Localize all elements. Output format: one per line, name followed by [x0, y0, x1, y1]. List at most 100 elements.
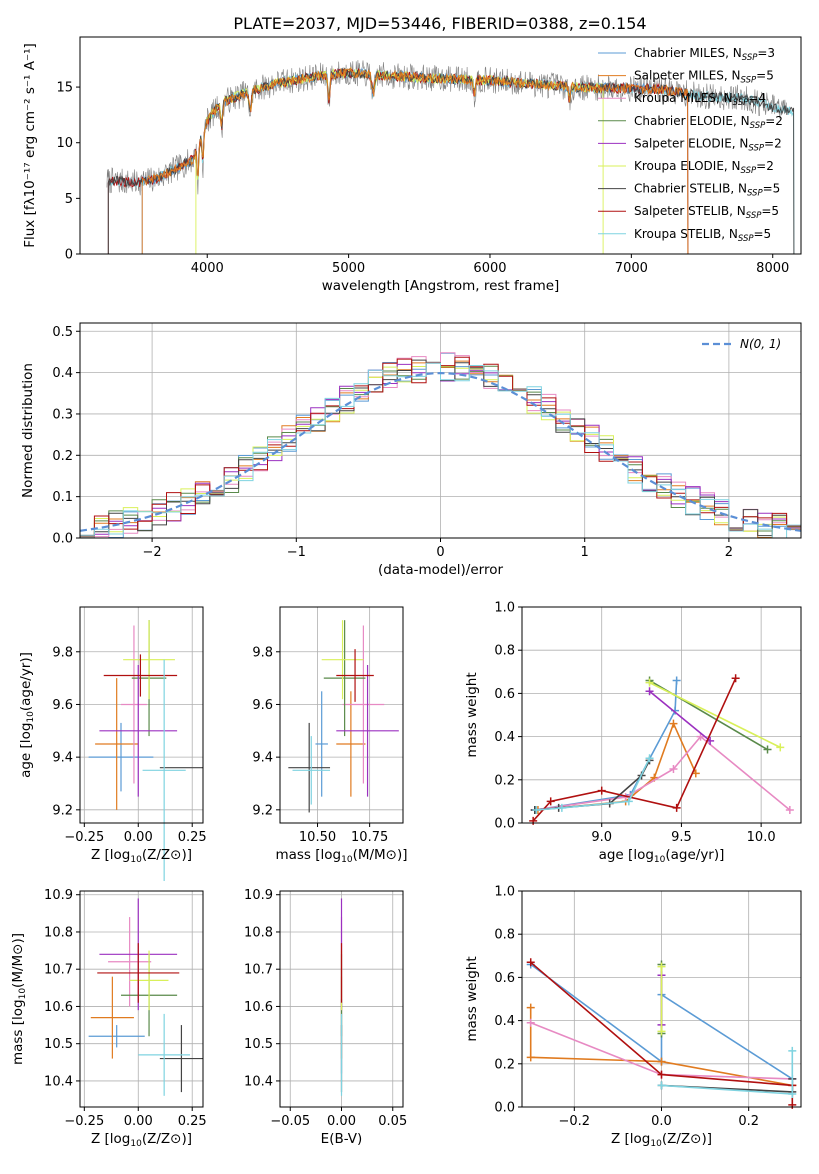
- x-tick-label: 9.0: [591, 830, 612, 845]
- y-tick-label: 10.7: [244, 963, 273, 978]
- y-axis-label: mass weight: [464, 672, 480, 757]
- weight-marker-salpeter_miles: [526, 1003, 535, 1012]
- y-tick-label: 10.8: [44, 925, 73, 940]
- panel-mass_weight_vs_z: −0.2 0.0 0.2 0.0 0.2 0.4 0.6 0.8 1.0 Z [log10(Z/Z…: [464, 885, 802, 1149]
- weight-marker-kroupa_stelib: [645, 754, 654, 763]
- panel-spectrum: 4000 5000 6000 7000 8000 0 5 10 15 wavelength [An…: [22, 36, 802, 294]
- y-tick-label: 10.4: [44, 1074, 73, 1089]
- x-tick-label: −2: [143, 545, 162, 560]
- x-tick-label: 0.00: [124, 1114, 153, 1129]
- weight-line-kroupa_miles: [534, 735, 791, 811]
- figure-title: PLATE=2037, MJD=53446, FIBERID=0388, z=0…: [233, 14, 646, 33]
- weight-marker-salpeter_elodie: [645, 687, 654, 696]
- weight-line-salpeter_miles: [529, 1007, 793, 1087]
- weight-marker-salpeter_stelib: [788, 1100, 797, 1109]
- y-tick-label: 5: [65, 192, 73, 207]
- y-tick-label: 0.2: [494, 773, 515, 788]
- y-tick-label: 10.5: [44, 1037, 73, 1052]
- y-tick-label: 9.2: [252, 803, 273, 818]
- y-tick-label: 0.1: [52, 490, 73, 505]
- weight-marker-kroupa_stelib: [788, 1046, 797, 1055]
- x-tick-label: 0.00: [124, 830, 153, 845]
- x-tick-label: −0.05: [270, 1114, 310, 1129]
- axes-frame: [79, 36, 802, 255]
- y-tick-label: 0.4: [52, 366, 73, 381]
- y-axis-label: Flux [fλ10⁻¹⁷ erg cm⁻² s⁻¹ A⁻¹]: [22, 43, 38, 248]
- y-tick-label: 9.6: [252, 698, 273, 713]
- legend-label: Chabrier STELIB, NSSP=5: [634, 182, 780, 199]
- x-axis-label: age [log10(age/yr)]: [599, 847, 725, 865]
- weight-marker-kroupa_elodie: [645, 678, 654, 687]
- y-tick-label: 9.4: [252, 751, 273, 766]
- weight-line-kroupa_stelib: [661, 1050, 794, 1095]
- y-tick-label: 0: [65, 248, 73, 263]
- y-tick-label: 0.4: [494, 1014, 515, 1029]
- x-tick-label: 0.25: [178, 830, 207, 845]
- weight-marker-kroupa_stelib: [788, 1090, 797, 1099]
- y-tick-label: 15: [56, 81, 73, 96]
- y-tick-label: 0.6: [494, 687, 515, 702]
- x-tick-label: 8000: [756, 261, 789, 276]
- x-tick-label: 10.75: [351, 830, 388, 845]
- x-tick-label: 0.25: [178, 1114, 207, 1129]
- weight-line-salpeter_stelib: [532, 677, 737, 822]
- y-tick-label: 10.5: [244, 1037, 273, 1052]
- y-tick-label: 10.9: [244, 888, 273, 903]
- y-tick-label: 0.8: [494, 928, 515, 943]
- weight-marker-kroupa_stelib: [557, 803, 566, 812]
- weight-marker-kroupa_miles: [785, 806, 794, 815]
- panel-mass_vs_ebv: −0.05 0.00 0.05 10.4 10.5 10.6 10.7 10.8 10.9 E(B…: [244, 888, 407, 1147]
- weight-marker-salpeter_miles: [669, 719, 678, 728]
- weight-marker-chabrier_miles: [672, 676, 681, 685]
- weight-marker-salpeter_stelib: [546, 797, 555, 806]
- axes-frame: [79, 890, 204, 1108]
- y-tick-label: 10.4: [244, 1074, 273, 1089]
- x-tick-label: −1: [287, 545, 306, 560]
- y-tick-label: 0.0: [494, 817, 515, 832]
- y-tick-label: 1.0: [494, 601, 515, 616]
- panel-age_vs_z: −0.25 0.00 0.25 9.2 9.4 9.6 9.8 Z [log10(Z/Z⊙)]…: [18, 606, 207, 881]
- legend-label: Chabrier ELODIE, NSSP=2: [634, 114, 783, 131]
- y-tick-label: 9.8: [252, 645, 273, 660]
- x-axis-label: wavelength [Angstrom, rest frame]: [322, 278, 560, 294]
- legend-label: Salpeter MILES, NSSP=5: [634, 69, 774, 86]
- panel-age_vs_mass: 10.50 10.75 9.2 9.4 9.6 9.8 mass [log10(M/M⊙)]: [252, 606, 408, 865]
- y-tick-label: 0.4: [494, 730, 515, 745]
- x-tick-label: 0.0: [651, 1114, 672, 1129]
- legend-label: Chabrier MILES, NSSP=3: [634, 46, 775, 63]
- x-axis-label: E(B-V): [321, 1131, 363, 1147]
- x-tick-label: 10.0: [747, 830, 776, 845]
- x-axis-label: Z [log10(Z/Z⊙)]: [611, 1131, 712, 1149]
- y-tick-label: 0.2: [494, 1057, 515, 1072]
- x-tick-label: 0.05: [378, 1114, 407, 1129]
- axes-frame: [279, 890, 404, 1108]
- axes-frame: [279, 606, 404, 824]
- x-tick-label: 9.5: [671, 830, 692, 845]
- x-tick-label: −0.2: [559, 1114, 591, 1129]
- weight-marker-kroupa_stelib: [624, 797, 633, 806]
- y-tick-label: 0.2: [52, 449, 73, 464]
- weight-marker-kroupa_stelib: [532, 806, 541, 815]
- y-tick-label: 1.0: [494, 885, 515, 900]
- legend-label: Kroupa MILES, NSSP=4: [634, 91, 766, 108]
- y-tick-label: 0.6: [494, 971, 515, 986]
- y-tick-label: 10.9: [44, 888, 73, 903]
- panel-mass_weight_vs_age: 9.0 9.5 10.0 0.0 0.2 0.4 0.6 0.8 1.0 age [log10(a…: [464, 601, 802, 865]
- weight-marker-kroupa_elodie: [657, 962, 666, 971]
- weight-marker-salpeter_stelib: [526, 958, 535, 967]
- weight-marker-salpeter_stelib: [731, 674, 740, 683]
- weight-line-kroupa_stelib: [536, 757, 651, 811]
- y-axis-label: mass weight: [464, 956, 480, 1041]
- panel-residuals: −2 −1 0 1 2 0.0 0.1 0.2 0.3 0.4 0.5 (data-model)/er…: [20, 322, 802, 578]
- x-tick-label: −0.25: [64, 1114, 104, 1129]
- panel-mass_vs_z: −0.25 0.00 0.25 10.4 10.5 10.6 10.7 10.8 10.9 Z […: [10, 888, 207, 1149]
- x-tick-label: 6000: [473, 261, 506, 276]
- legend-label: Salpeter ELODIE, NSSP=2: [634, 136, 782, 153]
- legend-label-normal: N(0, 1): [740, 337, 781, 351]
- x-tick-label: 4000: [191, 261, 224, 276]
- x-tick-label: 0.2: [738, 1114, 759, 1129]
- x-axis-label: (data-model)/error: [378, 562, 504, 578]
- axes-frame: [521, 890, 802, 1108]
- x-axis-label: Z [log10(Z/Z⊙)]: [91, 1131, 192, 1149]
